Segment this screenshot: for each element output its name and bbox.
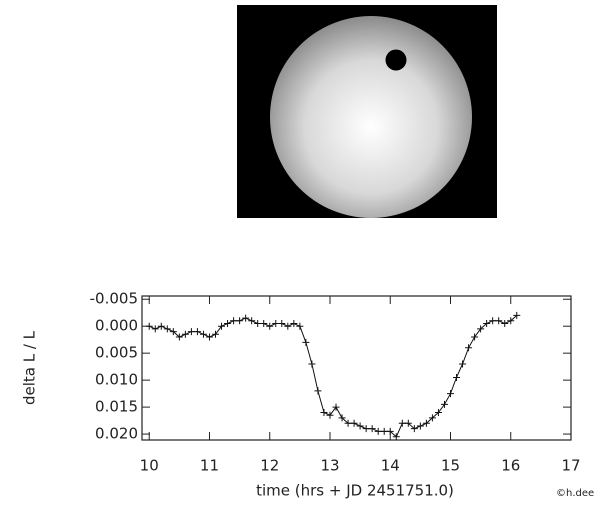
data-point [404, 419, 412, 427]
y-tick-label: 0.005 [95, 344, 138, 362]
data-point [163, 325, 171, 333]
data-point [398, 419, 406, 427]
data-point [440, 400, 448, 408]
data-point [212, 330, 220, 338]
data-point [368, 425, 376, 433]
x-tick-label: 10 [140, 457, 159, 475]
data-point [266, 322, 274, 330]
data-point [205, 333, 213, 341]
data-point [453, 373, 461, 381]
data-point [284, 322, 292, 330]
data-point [199, 330, 207, 338]
data-point [459, 360, 467, 368]
data-point [248, 317, 256, 325]
data-point [380, 427, 388, 435]
y-tick-label: 0.010 [95, 371, 138, 389]
data-point [477, 325, 485, 333]
x-tick-label: 11 [200, 457, 219, 475]
data-point [428, 414, 436, 422]
y-tick-label: -0.005 [90, 290, 138, 308]
data-point [302, 338, 310, 346]
credit: ©h.dee [556, 488, 594, 499]
data-point [175, 333, 183, 341]
data-point [193, 328, 201, 336]
y-tick-label: 0.020 [95, 425, 138, 443]
data-point [278, 320, 286, 328]
x-tick-label: 14 [381, 457, 400, 475]
data-point [326, 411, 334, 419]
y-tick-label: 0.015 [95, 398, 138, 416]
data-point [362, 425, 370, 433]
data-point [416, 422, 424, 430]
data-point [501, 320, 509, 328]
data-point [495, 317, 503, 325]
data-point [187, 328, 195, 336]
data-point [181, 330, 189, 338]
y-tick-label: 0.000 [95, 317, 138, 335]
data-point [254, 320, 262, 328]
data-point [320, 408, 328, 416]
data-point [483, 320, 491, 328]
data-point [242, 314, 250, 322]
data-point [157, 322, 165, 330]
data-point [151, 325, 159, 333]
data-point [410, 425, 418, 433]
data-point [471, 333, 479, 341]
data-point [489, 317, 497, 325]
star-image [237, 5, 497, 218]
data-point [236, 317, 244, 325]
data-point [145, 322, 153, 330]
data-point [513, 311, 521, 319]
data-point [224, 320, 232, 328]
x-tick-label: 13 [320, 457, 339, 475]
data-point [332, 403, 340, 411]
data-point [344, 419, 352, 427]
data-point [422, 419, 430, 427]
data-point [230, 317, 238, 325]
x-tick-label: 15 [441, 457, 460, 475]
data-point [218, 322, 226, 330]
x-tick-label: 16 [501, 457, 520, 475]
data-point [169, 328, 177, 336]
data-point [290, 320, 298, 328]
x-tick-label: 17 [561, 457, 580, 475]
y-axis-label: delta L / L [21, 330, 39, 405]
data-point [260, 320, 268, 328]
x-axis-label: time (hrs + JD 2451751.0) [256, 482, 454, 500]
data-point [350, 419, 358, 427]
data-point [386, 427, 394, 435]
data-point [374, 427, 382, 435]
data-point [507, 317, 515, 325]
plot-frame [141, 295, 572, 441]
x-tick-label: 12 [260, 457, 279, 475]
data-point [296, 322, 304, 330]
data-point [465, 344, 473, 352]
data-point [392, 433, 400, 441]
data-point [356, 422, 364, 430]
data-point [446, 390, 454, 398]
data-point [434, 408, 442, 416]
data-point [308, 360, 316, 368]
data-point [272, 320, 280, 328]
data-point [314, 387, 322, 395]
light-curve [148, 315, 518, 438]
data-point [338, 414, 346, 422]
